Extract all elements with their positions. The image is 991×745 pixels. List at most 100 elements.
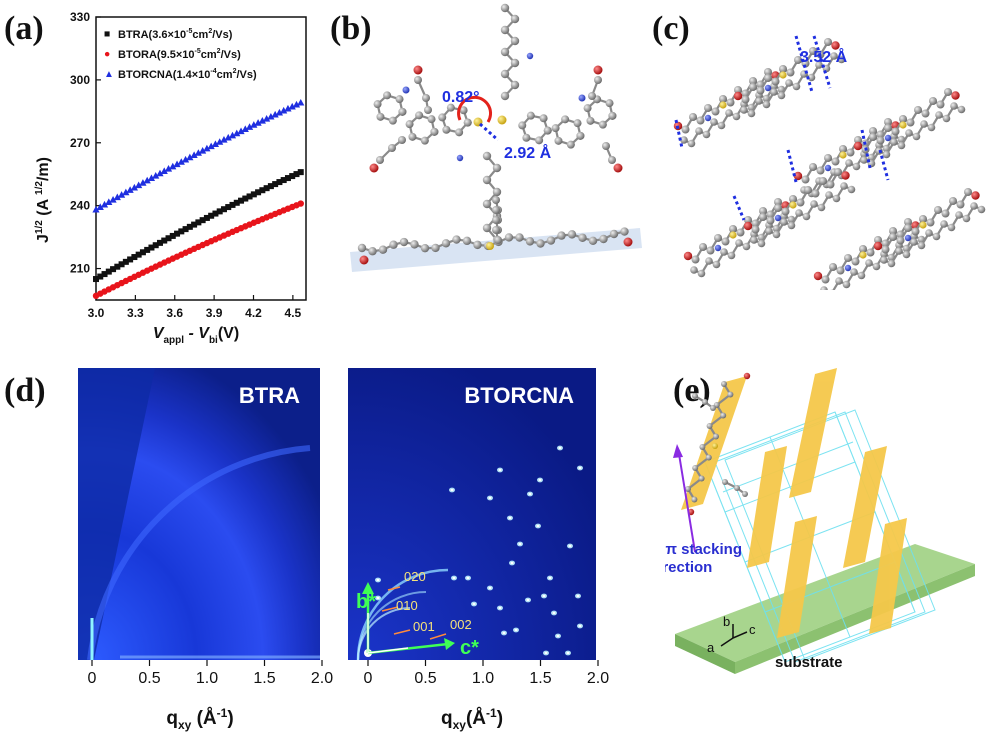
axis-c-label: c: [749, 622, 756, 637]
data-point-btra: [148, 244, 155, 251]
y-axis-label: J1/2 (A 1/2/m): [34, 157, 52, 243]
svg-text:1.5: 1.5: [529, 670, 551, 687]
data-point-btra: [135, 251, 142, 258]
data-point-btorcna: [126, 186, 134, 193]
legend-entry-btora: BTORA(9.5×10-5cm2/Vs): [118, 48, 241, 61]
data-point-btorcna: [211, 140, 220, 147]
data-point-btorcna: [96, 203, 104, 210]
y-tick-label: 300: [70, 73, 90, 87]
svg-text:0: 0: [88, 670, 97, 687]
data-point-btra: [203, 214, 210, 221]
data-point-btorcna: [152, 172, 160, 179]
data-point-btra: [105, 268, 112, 275]
data-point-btorcna: [245, 123, 254, 130]
axis-b-label: b: [723, 614, 730, 629]
data-point-btorcna: [224, 133, 232, 141]
data-point-btorcna: [228, 131, 237, 139]
x-tick-label: 3.6: [166, 306, 183, 320]
svg-text:0.5: 0.5: [138, 670, 160, 687]
gixd-panel-d: BTRA b* c* 020 010 001 002 BTORCNA 0 0.5 1…: [78, 368, 609, 732]
data-point-btorcna: [271, 110, 279, 118]
reflection-020: 020: [404, 569, 426, 584]
data-point-btra: [161, 237, 168, 244]
svg-text:1.0: 1.0: [196, 670, 218, 687]
y-tick-label: 240: [70, 199, 90, 213]
data-point-btorcna: [160, 167, 168, 174]
data-point-btorcna: [173, 160, 181, 168]
data-point-btorcna: [216, 138, 224, 145]
stacking-arrow: [678, 453, 696, 553]
data-point-btorcna: [122, 188, 130, 196]
data-point-btra: [186, 223, 193, 230]
reflection-001: 001: [413, 619, 435, 634]
data-point-btorcna: [194, 149, 202, 156]
data-point-btorcna: [181, 155, 190, 163]
data-point-btra: [242, 195, 249, 202]
data-point-btora: [297, 200, 304, 207]
data-point-btra: [152, 242, 159, 249]
data-point-btra: [220, 206, 227, 213]
data-point-btra: [144, 246, 151, 253]
data-point-btra: [174, 230, 181, 237]
data-point-btorcna: [117, 191, 126, 198]
data-point-btorcna: [109, 195, 117, 203]
data-point-btorcna: [237, 127, 245, 135]
svg-text:1.5: 1.5: [253, 670, 275, 687]
svg-text:0: 0: [364, 670, 373, 687]
data-point-btra: [212, 210, 219, 217]
panel-label-c: (c): [652, 10, 690, 47]
molecular-plane: [350, 228, 642, 272]
data-point-btorcna: [190, 151, 198, 159]
data-point-btra: [280, 177, 287, 184]
data-point-btra: [238, 197, 245, 204]
molecule-atoms: [369, 3, 623, 245]
legend-marker-btra: ■: [104, 28, 110, 40]
data-point-btra: [267, 183, 274, 190]
molecule-side-view: [357, 196, 633, 265]
data-point-btra: [156, 239, 163, 246]
crystal-packing-c: 3.52 Å: [673, 35, 986, 290]
molecular-slabs: [681, 368, 907, 638]
legend-entry-btra: BTRA(3.6×10-5cm2/Vs): [118, 28, 233, 41]
chart-legend: ■ BTRA(3.6×10-5cm2/Vs) ● BTORA(9.5×10-5c…: [104, 28, 257, 81]
stacking-label-2: direction: [665, 559, 712, 576]
data-point-btorcna: [288, 102, 296, 110]
packing-atoms: [673, 35, 986, 290]
molecule-structure-b: 0.82° 2.92 Å: [350, 3, 642, 272]
data-point-btorcna: [135, 181, 143, 189]
data-point-btorcna: [139, 179, 147, 186]
chart-a: 3.0 3.3 3.6 3.9 4.2 4.5 210 240 270 300 330 ■ BTRA…: [34, 10, 307, 346]
svg-text:2.0: 2.0: [311, 670, 333, 687]
data-point-btra: [276, 179, 283, 186]
data-point-btra: [263, 185, 270, 192]
x-tick-label: 3.3: [127, 306, 144, 320]
data-point-btorcna: [130, 183, 138, 191]
data-point-btra: [233, 199, 240, 206]
data-point-btra: [259, 187, 266, 194]
dihedral-angle-marker: [457, 95, 493, 123]
data-point-btra: [191, 221, 198, 228]
data-point-btra: [110, 266, 117, 273]
substrate-top: [675, 544, 975, 662]
x-axis-label: Vappl - Vbi(V): [153, 325, 239, 346]
x-tick-label: 3.9: [206, 306, 223, 320]
data-point-btra: [169, 232, 176, 239]
gixd-x-label-left: qxy (Å-1): [166, 706, 233, 732]
data-point-btra: [199, 217, 206, 224]
data-point-btra: [195, 219, 202, 226]
panel-label-b: (b): [330, 10, 372, 47]
distance-label-c: 3.52 Å: [800, 47, 848, 66]
data-point-btorcna: [241, 125, 249, 132]
data-point-btorcna: [297, 98, 305, 106]
gixd-image-btorcna: [348, 368, 596, 660]
data-point-btorcna: [258, 117, 266, 124]
data-point-btorcna: [169, 162, 177, 170]
reflection-010: 010: [396, 598, 418, 613]
data-point-btra: [118, 261, 125, 268]
svg-text:1.0: 1.0: [472, 670, 494, 687]
data-point-btorcna: [177, 158, 185, 165]
x-tick-label: 3.0: [88, 306, 105, 320]
substrate-label: substrate: [775, 654, 843, 671]
legend-entry-btorcna: BTORCNA(1.4×10-4cm2/Vs): [118, 68, 257, 81]
c-star-label: c*: [460, 637, 479, 659]
